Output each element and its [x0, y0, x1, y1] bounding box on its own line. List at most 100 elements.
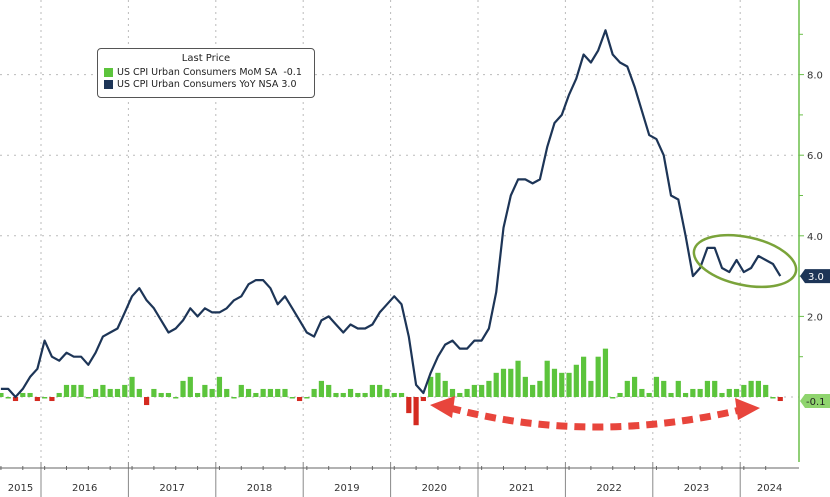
mom-bar [85, 397, 91, 399]
y-tick-label: 6.0 [807, 151, 823, 162]
mom-bar [639, 388, 645, 397]
mom-bar [114, 388, 121, 397]
mom-bar [588, 380, 594, 397]
x-tick-label: 2018 [247, 483, 272, 494]
mom-bar [559, 372, 565, 397]
legend-item-yoy: US CPI Urban Consumers YoY NSA 3.0 [98, 78, 314, 90]
mom-bar [573, 364, 579, 397]
mom-bar [704, 380, 711, 397]
mom-bar [595, 356, 601, 397]
mom-bar [202, 384, 208, 397]
mom-bar [340, 392, 346, 397]
mom-bar [49, 397, 55, 402]
mom-bar [610, 397, 616, 399]
mom-bar [464, 388, 470, 397]
mom-bar [544, 360, 550, 397]
mom-bar [653, 376, 660, 397]
x-tick-label: 2020 [422, 483, 447, 494]
legend-label: US CPI Urban Consumers YoY NSA [117, 78, 279, 90]
mom-bar [5, 397, 11, 399]
mom-bar [136, 388, 142, 397]
mom-bar [697, 388, 703, 397]
yoy-last-value: 3.0 [808, 272, 824, 283]
mom-bar [238, 384, 244, 397]
mom-bar [690, 388, 696, 397]
x-tick-label: 2019 [334, 483, 359, 494]
mom-bar [275, 388, 281, 397]
mom-bar [770, 397, 776, 399]
x-tick-label: 2017 [159, 483, 184, 494]
mom-bar [34, 397, 40, 402]
x-tick-label: 2015 [8, 483, 33, 494]
mom-bar [479, 384, 485, 397]
legend-value: 3.0 [281, 78, 297, 90]
mom-bar [129, 376, 135, 397]
mom-bar [384, 388, 390, 397]
mom-bars [0, 348, 783, 426]
y-tick-label: 8.0 [807, 71, 823, 82]
mom-bar [515, 360, 521, 397]
mom-bar [194, 392, 201, 397]
mom-bar [151, 388, 157, 397]
mom-bar [537, 380, 543, 397]
mom-bar [712, 380, 718, 397]
mom-bar [733, 388, 740, 397]
mom-last-value-box [800, 394, 830, 409]
legend-label: US CPI Urban Consumers MoM SA [117, 66, 278, 78]
mom-bar [661, 380, 667, 397]
mom-bar [413, 397, 419, 426]
legend-item-mom: US CPI Urban Consumers MoM SA -0.1 [98, 66, 314, 78]
mom-bar [296, 397, 303, 402]
mom-bar [377, 384, 383, 397]
mom-bar [631, 376, 638, 397]
mom-bar [449, 388, 456, 397]
mom-bar [253, 392, 259, 397]
mom-bar [719, 392, 725, 397]
mom-bar [755, 380, 762, 397]
mom-bar [617, 392, 623, 397]
mom-bar [763, 384, 769, 397]
mom-bar [282, 388, 288, 397]
mom-bar [165, 392, 172, 397]
mom-bar [646, 392, 652, 397]
mom-bar [362, 392, 368, 397]
mom-bar [435, 372, 441, 397]
legend: Last Price US CPI Urban Consumers MoM SA… [97, 48, 315, 98]
mom-bar [304, 397, 310, 399]
legend-value: -0.1 [283, 66, 302, 78]
mom-bar [93, 388, 99, 397]
mom-bar [209, 388, 215, 397]
mom-bar [486, 380, 492, 397]
mom-bar [318, 380, 325, 397]
mom-bar [173, 397, 179, 399]
mom-bar [347, 388, 354, 397]
mom-bar [100, 384, 106, 397]
mom-bar [741, 384, 747, 397]
mom-bar [406, 397, 412, 414]
mom-bar [231, 397, 237, 399]
mom-bar [566, 372, 572, 397]
mom-bar [530, 384, 536, 397]
mom-bar [311, 388, 317, 397]
legend-title: Last Price [181, 53, 231, 64]
mom-bar [20, 392, 26, 397]
mom-bar [333, 392, 339, 397]
mom-bar [369, 384, 375, 397]
mom-bar [675, 380, 681, 397]
mom-bar [522, 376, 528, 397]
mom-bar [260, 388, 266, 397]
mom-bar [180, 380, 186, 397]
mom-bar [12, 397, 19, 402]
mom-bar [602, 348, 609, 397]
mom-bar [428, 376, 434, 397]
mom-bar [71, 384, 77, 397]
mom-bar [682, 392, 689, 397]
yoy-line [0, 29, 782, 399]
mom-bar [777, 397, 783, 402]
x-tick-label: 2021 [509, 483, 534, 494]
dashed-double-arrow [430, 396, 760, 431]
mom-bar [187, 376, 193, 397]
highlight-ellipse [692, 233, 798, 289]
mom-bar [245, 388, 252, 397]
